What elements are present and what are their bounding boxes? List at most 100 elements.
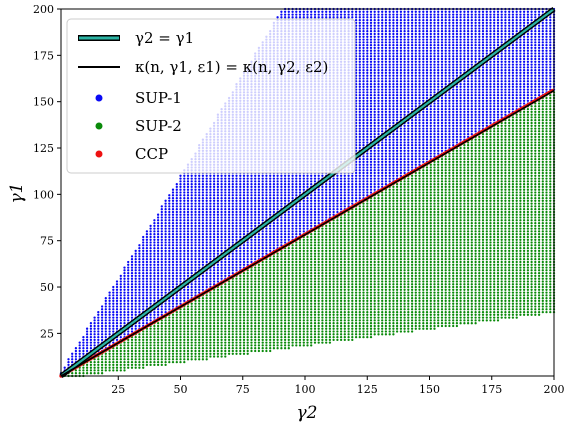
scatter-point [317, 202, 320, 205]
scatter-point [97, 313, 100, 316]
scatter-point [198, 213, 201, 216]
scatter-point [283, 249, 287, 253]
scatter-point [85, 330, 89, 333]
scatter-point [82, 366, 85, 369]
scatter-point [254, 341, 257, 344]
scatter-point [250, 327, 253, 330]
scatter-point [235, 249, 238, 253]
scatter-point [171, 224, 175, 228]
scatter-point [212, 210, 216, 214]
scatter-point [164, 319, 167, 322]
scatter-point [82, 372, 85, 375]
scatter-point [183, 249, 186, 253]
scatter-point [190, 294, 193, 297]
scatter-point [224, 202, 227, 205]
scatter-point [212, 324, 216, 328]
scatter-point [134, 297, 137, 300]
scatter-point [272, 263, 276, 266]
scatter-point [298, 277, 302, 280]
scatter-point [306, 271, 309, 275]
scatter-point [291, 313, 294, 316]
scatter-point [216, 219, 220, 222]
scatter-point [317, 291, 320, 294]
scatter-point [153, 341, 156, 344]
scatter-point [246, 285, 249, 289]
scatter-point [306, 313, 309, 316]
scatter-point [138, 338, 141, 342]
scatter-point [302, 185, 305, 189]
scatter-point [295, 258, 298, 261]
scatter-point [156, 294, 160, 297]
scatter-point [242, 291, 246, 294]
scatter-point [186, 227, 190, 230]
scatter-point [175, 266, 178, 269]
scatter-point [160, 330, 163, 333]
scatter-point [190, 194, 193, 197]
scatter-point [183, 183, 186, 186]
scatter-point [254, 319, 257, 322]
scatter-point [242, 263, 246, 266]
scatter-point [198, 216, 201, 219]
scatter-point [224, 196, 227, 200]
scatter-point [205, 233, 208, 236]
scatter-point [317, 208, 320, 211]
scatter-point [209, 316, 212, 319]
scatter-point [108, 327, 111, 330]
scatter-point [313, 10, 317, 13]
scatter-point [291, 316, 294, 319]
scatter-point [145, 255, 149, 258]
scatter-point [231, 233, 234, 236]
scatter-point [291, 183, 294, 186]
scatter-point [317, 174, 320, 177]
scatter-point [104, 319, 107, 322]
scatter-point [257, 249, 261, 253]
scatter-point [295, 333, 298, 336]
scatter-point [104, 358, 107, 361]
scatter-point [205, 338, 208, 342]
scatter-point [209, 174, 212, 177]
scatter-point [231, 196, 234, 200]
scatter-point [127, 338, 130, 342]
scatter-point [231, 297, 234, 300]
scatter-point [321, 266, 324, 269]
scatter-point [257, 174, 261, 177]
scatter-point [298, 183, 302, 186]
scatter-point [269, 191, 272, 194]
scatter-point [160, 274, 163, 278]
scatter-point [145, 297, 149, 300]
scatter-point [280, 322, 283, 325]
scatter-point [153, 235, 156, 239]
scatter-point [227, 288, 231, 291]
scatter-point [310, 233, 313, 236]
scatter-point [142, 252, 145, 255]
scatter-point [257, 324, 261, 328]
scatter-point [254, 271, 257, 275]
scatter-point [198, 241, 201, 244]
scatter-point [302, 213, 305, 216]
scatter-point [246, 241, 249, 244]
scatter-point [302, 277, 305, 280]
scatter-point [250, 299, 253, 303]
scatter-point [272, 235, 276, 239]
scatter-point [149, 347, 152, 350]
scatter-point [209, 297, 212, 300]
scatter-point [291, 291, 294, 294]
scatter-point [235, 305, 238, 308]
scatter-point [171, 205, 175, 208]
scatter-point [239, 252, 242, 255]
scatter-point [239, 344, 242, 347]
scatter-point [287, 335, 290, 339]
scatter-point [97, 324, 100, 328]
scatter-point [212, 202, 216, 205]
scatter-point [321, 322, 324, 325]
scatter-point [145, 271, 149, 275]
scatter-point [250, 196, 253, 200]
scatter-point [295, 241, 298, 244]
scatter-point [298, 246, 302, 250]
scatter-point [291, 258, 294, 261]
scatter-point [85, 349, 89, 353]
scatter-point [235, 252, 238, 255]
scatter-point [138, 322, 141, 325]
scatter-point [194, 305, 197, 308]
scatter-point [257, 313, 261, 316]
